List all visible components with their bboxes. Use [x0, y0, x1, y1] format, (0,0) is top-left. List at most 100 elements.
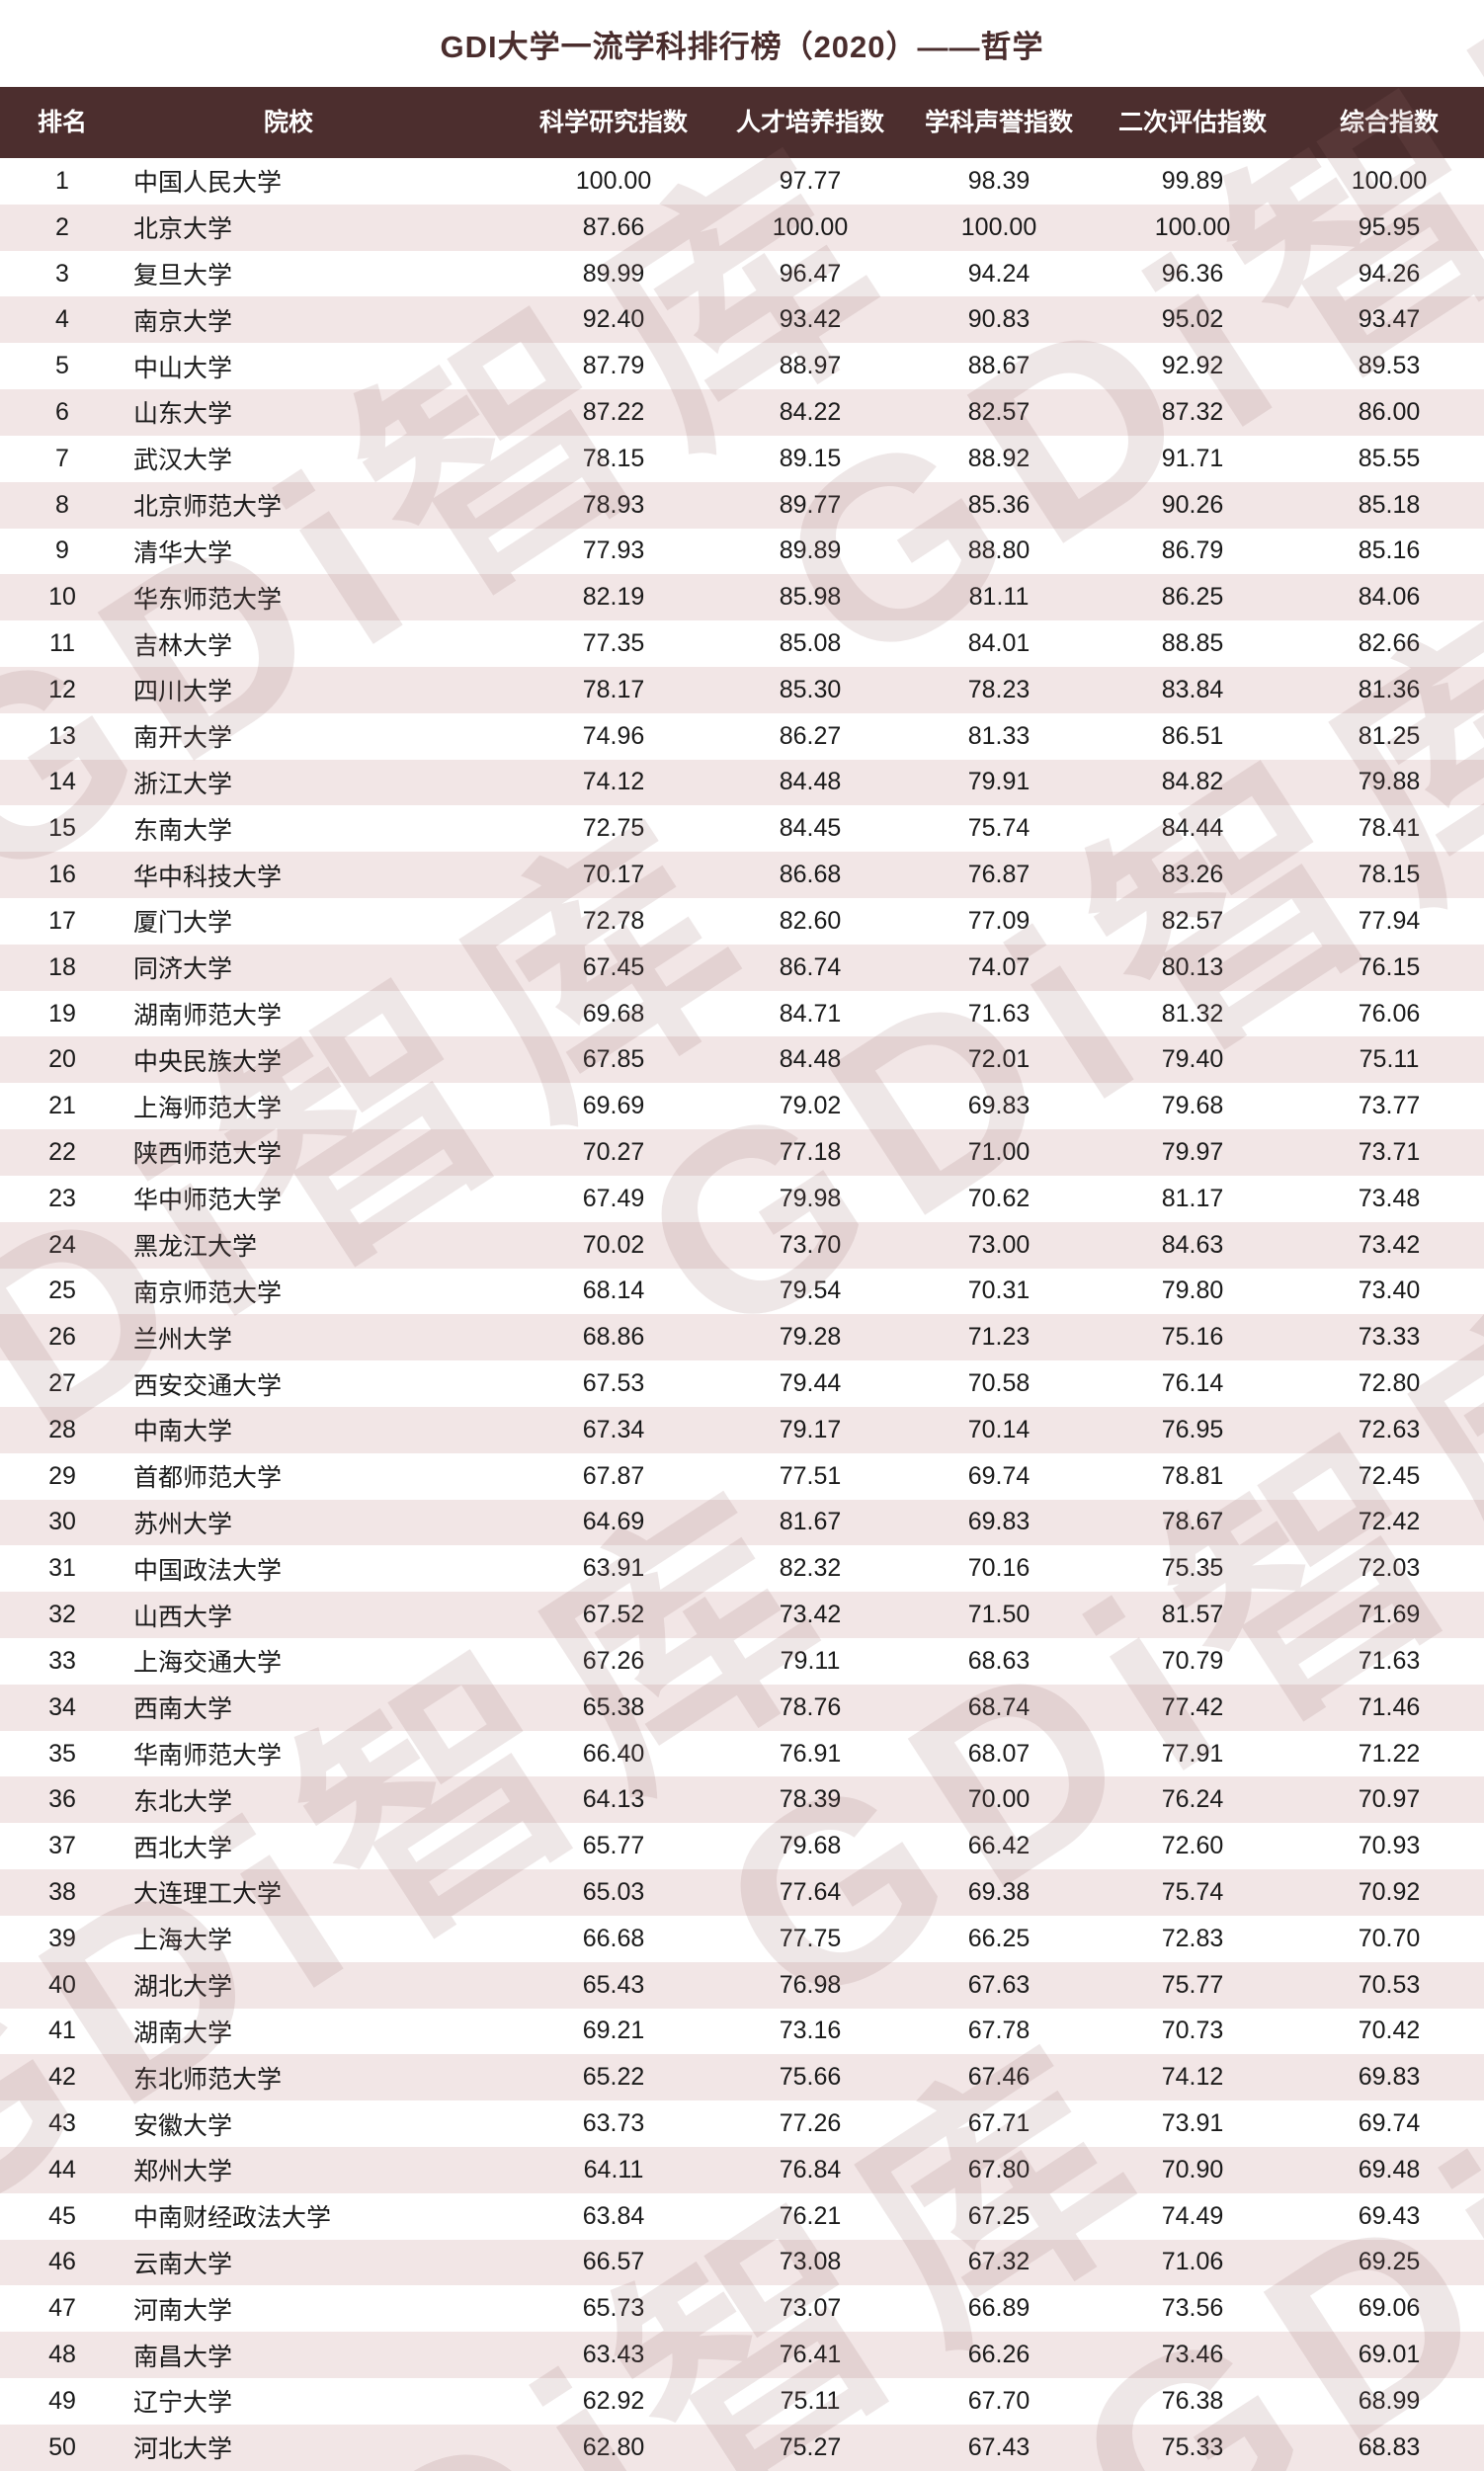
cell-rank: 28: [48, 1415, 76, 1443]
cell-score: 77.91: [1161, 1739, 1224, 1768]
cell-score: 76.06: [1358, 999, 1421, 1028]
cell-score: 71.00: [967, 1137, 1031, 1166]
table-row: 44 郑州大学 64.11 76.84 67.80 70.90 69.48: [0, 2146, 1484, 2193]
table-row: 10 华东师范大学 82.19 85.98 81.11 86.25 84.06: [0, 574, 1484, 621]
cell-rank: 3: [55, 259, 69, 288]
cell-rank: 23: [48, 1184, 76, 1212]
cell-score: 86.74: [779, 952, 842, 981]
cell-score: 67.63: [967, 1970, 1031, 1999]
cell-rank: 36: [48, 1785, 76, 1814]
cell-score: 63.91: [582, 1554, 645, 1583]
table-row: 36 东北大学 64.13 78.39 70.00 76.24 70.97: [0, 1776, 1484, 1824]
table-row: 46 云南大学 66.57 73.08 67.32 71.06 69.25: [0, 2239, 1484, 2286]
cell-score: 77.09: [967, 906, 1031, 935]
table-row: 4 南京大学 92.40 93.42 90.83 95.02 93.47: [0, 296, 1484, 344]
cell-score: 86.51: [1161, 721, 1224, 750]
cell-score: 99.89: [1161, 166, 1224, 195]
cell-score: 73.70: [779, 1230, 842, 1259]
cell-score: 74.49: [1161, 2201, 1224, 2230]
cell-score: 100.00: [575, 166, 652, 195]
cell-score: 67.85: [582, 1045, 645, 1074]
cell-score: 78.81: [1161, 1461, 1224, 1490]
cell-score: 70.02: [582, 1230, 645, 1259]
table-row: 50 河北大学 62.80 75.27 67.43 75.33 68.83: [0, 2424, 1484, 2471]
cell-score: 100.00: [1351, 166, 1428, 195]
cell-rank: 11: [49, 629, 75, 658]
cell-score: 62.92: [582, 2386, 645, 2415]
cell-score: 79.88: [1358, 768, 1421, 796]
cell-rank: 20: [48, 1045, 76, 1074]
table-row: 18 同济大学 67.45 86.74 74.07 80.13 76.15: [0, 944, 1484, 991]
cell-score: 79.80: [1161, 1277, 1224, 1305]
cell-rank: 45: [48, 2201, 76, 2230]
cell-score: 69.83: [967, 1508, 1031, 1536]
ranking-table: 排名 院校 科学研究指数 人才培养指数 学科声誉指数 二次评估指数 综合指数 1 中国人民大学…: [0, 87, 1484, 2471]
cell-rank: 34: [48, 1692, 76, 1721]
cell-score: 71.69: [1358, 1601, 1421, 1629]
cell-score: 81.32: [1161, 999, 1224, 1028]
cell-score: 84.48: [779, 1045, 842, 1074]
cell-university: 四川大学: [133, 678, 233, 706]
table-row: 20 中央民族大学 67.85 84.48 72.01 79.40 75.11: [0, 1036, 1484, 1084]
page-title: GDI大学一流学科排行榜（2020）——哲学: [440, 29, 1044, 64]
cell-score: 72.75: [582, 814, 645, 843]
cell-rank: 35: [48, 1739, 76, 1768]
cell-rank: 49: [48, 2386, 76, 2415]
cell-score: 78.23: [967, 675, 1031, 703]
cell-university: 中央民族大学: [133, 1047, 283, 1076]
cell-rank: 18: [48, 952, 76, 981]
cell-score: 69.43: [1358, 2201, 1421, 2230]
cell-score: 73.40: [1358, 1277, 1421, 1305]
table-row: 24 黑龙江大学 70.02 73.70 73.00 84.63 73.42: [0, 1221, 1484, 1269]
cell-score: 75.11: [780, 2386, 841, 2415]
cell-score: 91.71: [1161, 444, 1224, 472]
cell-score: 66.40: [582, 1739, 645, 1768]
cell-score: 82.19: [582, 583, 645, 612]
cell-score: 70.92: [1358, 1877, 1421, 1906]
cell-score: 65.22: [582, 2063, 645, 2092]
cell-score: 84.48: [779, 768, 842, 796]
cell-score: 66.26: [967, 2341, 1031, 2369]
cell-rank: 39: [48, 1924, 76, 1952]
cell-score: 89.89: [779, 536, 842, 565]
column-header-6: 综合指数: [1294, 87, 1484, 158]
cell-university: 兰州大学: [133, 1325, 233, 1354]
table-row: 6 山东大学 87.22 84.22 82.57 87.32 86.00: [0, 389, 1484, 436]
cell-rank: 43: [48, 2109, 76, 2138]
cell-score: 76.38: [1161, 2386, 1224, 2415]
cell-score: 73.00: [967, 1230, 1031, 1259]
cell-score: 78.17: [582, 675, 645, 703]
cell-university: 南京师范大学: [133, 1278, 283, 1307]
cell-score: 94.24: [967, 259, 1031, 288]
cell-score: 70.53: [1358, 1970, 1421, 1999]
cell-university: 河南大学: [133, 2296, 233, 2325]
header-row: 排名 院校 科学研究指数 人才培养指数 学科声誉指数 二次评估指数 综合指数: [0, 87, 1484, 158]
cell-score: 85.30: [779, 675, 842, 703]
cell-university: 华中师范大学: [133, 1187, 283, 1215]
cell-rank: 6: [55, 397, 69, 426]
cell-score: 90.83: [967, 305, 1031, 334]
cell-university: 华南师范大学: [133, 1742, 283, 1771]
cell-score: 78.41: [1358, 814, 1421, 843]
cell-score: 70.42: [1358, 2017, 1421, 2045]
table-row: 26 兰州大学 68.86 79.28 71.23 75.16 73.33: [0, 1314, 1484, 1361]
cell-rank: 9: [55, 536, 69, 565]
cell-score: 93.47: [1358, 305, 1421, 334]
cell-score: 67.25: [967, 2201, 1031, 2230]
table-row: 45 中南财经政法大学 63.84 76.21 67.25 74.49 69.43: [0, 2193, 1484, 2240]
cell-rank: 41: [48, 2017, 76, 2045]
cell-rank: 19: [48, 999, 76, 1028]
cell-score: 82.60: [779, 906, 842, 935]
table-row: 38 大连理工大学 65.03 77.64 69.38 75.74 70.92: [0, 1869, 1484, 1916]
cell-score: 70.62: [967, 1184, 1031, 1212]
cell-score: 71.63: [1358, 1646, 1421, 1675]
cell-score: 79.17: [779, 1415, 842, 1443]
cell-score: 76.41: [779, 2341, 842, 2369]
cell-rank: 16: [48, 861, 76, 889]
cell-score: 76.98: [779, 1970, 842, 1999]
cell-score: 73.91: [1161, 2109, 1224, 2138]
cell-score: 63.84: [582, 2201, 645, 2230]
cell-university: 华东师范大学: [133, 585, 283, 614]
cell-score: 84.63: [1161, 1230, 1224, 1259]
cell-university: 西安交通大学: [133, 1371, 283, 1400]
